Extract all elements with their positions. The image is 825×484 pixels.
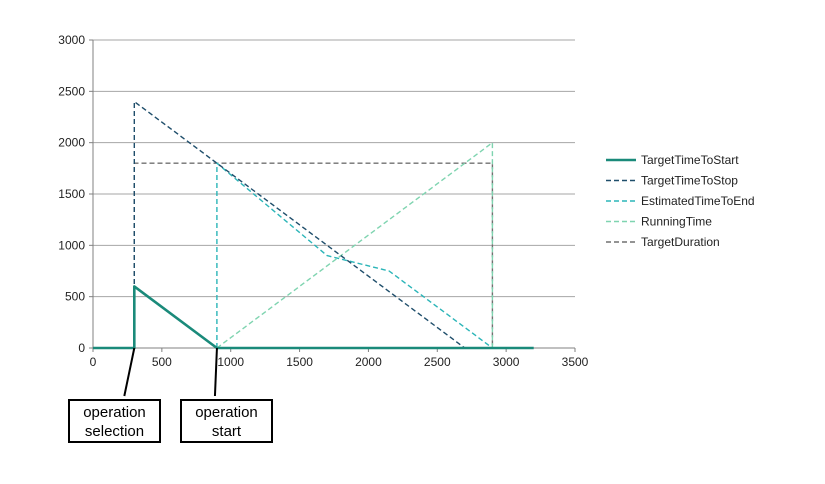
legend-label: TargetTimeToStart xyxy=(641,153,739,167)
series-line-runningtime xyxy=(216,141,494,349)
x-tick-label: 2500 xyxy=(424,355,451,369)
legend-label: TargetTimeToStop xyxy=(641,174,738,188)
series-line-targettimetostop xyxy=(133,100,466,349)
x-tick-label: 2000 xyxy=(355,355,382,369)
legend-label: RunningTime xyxy=(641,215,712,229)
x-tick-label: 1000 xyxy=(217,355,244,369)
annotation-text: operation xyxy=(195,404,258,421)
annotation-text: selection xyxy=(84,423,145,440)
x-tick-label: 1500 xyxy=(286,355,313,369)
annotation-text: start xyxy=(211,423,242,440)
x-tick-label: 3000 xyxy=(493,355,520,369)
annotation-pointer xyxy=(213,347,218,397)
annotation-operation-start: operation start xyxy=(180,399,273,443)
series-line-targetduration xyxy=(133,162,494,348)
x-tick-label: 500 xyxy=(152,355,172,369)
y-tick-label: 1000 xyxy=(58,238,85,252)
annotation-operation-selection: operation selection xyxy=(68,399,161,443)
x-tick-label: 3500 xyxy=(562,355,589,369)
annotation-text: operation xyxy=(83,404,146,421)
series-line-estimatedtimetoend xyxy=(216,162,493,349)
y-tick-label: 0 xyxy=(78,341,85,355)
y-tick-label: 3000 xyxy=(58,33,85,47)
legend-label: EstimatedTimeToEnd xyxy=(641,194,755,208)
series-line-targettimetostart xyxy=(93,285,534,350)
y-tick-label: 1500 xyxy=(58,187,85,201)
legend-label: TargetDuration xyxy=(641,235,720,249)
y-tick-label: 2500 xyxy=(58,84,85,98)
y-tick-label: 500 xyxy=(65,290,85,304)
x-tick-label: 0 xyxy=(90,355,97,369)
y-tick-label: 2000 xyxy=(58,136,85,150)
annotation-pointer xyxy=(123,347,136,397)
